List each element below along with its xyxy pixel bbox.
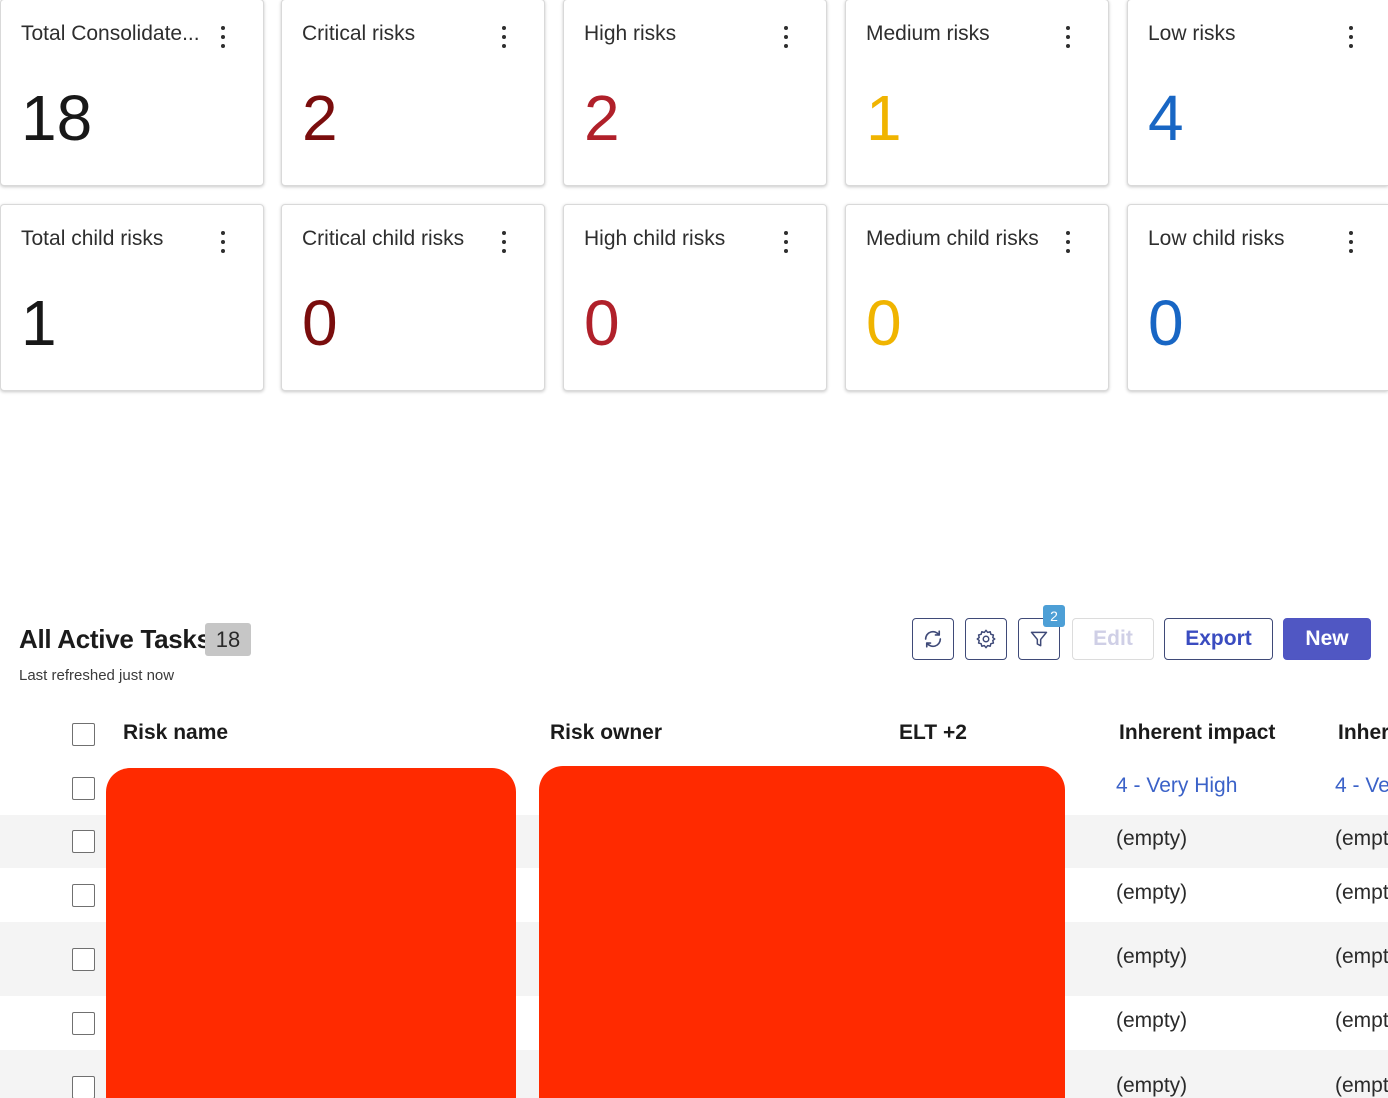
inherent-likelihood-value: (empt	[1335, 881, 1388, 904]
inherent-impact-value: (empty)	[1116, 1074, 1188, 1097]
more-vertical-icon[interactable]	[1341, 231, 1361, 253]
filter-icon	[1030, 631, 1048, 647]
table-row[interactable]: (empty) (empt	[0, 868, 1388, 922]
card-value: 0	[866, 287, 902, 359]
export-button[interactable]: Export	[1164, 618, 1273, 660]
card-value: 0	[1148, 287, 1184, 359]
inherent-impact-value: (empty)	[1116, 1009, 1188, 1032]
card-title: High child risks	[584, 227, 726, 250]
list-title: All Active Tasks	[19, 624, 211, 654]
inherent-likelihood-value: (empt	[1335, 1074, 1388, 1097]
inherent-likelihood-value: (empt	[1335, 827, 1388, 850]
inherent-impact-value[interactable]: 4 - Very High	[1116, 774, 1238, 797]
gear-icon	[976, 629, 996, 649]
more-vertical-icon[interactable]	[1058, 26, 1078, 48]
card-value: 4	[1148, 82, 1184, 154]
settings-button[interactable]	[965, 618, 1007, 660]
redacted-risk-names	[106, 768, 516, 1098]
more-vertical-icon[interactable]	[494, 26, 514, 48]
card-title: High risks	[584, 22, 677, 45]
column-header-inherent-likelihood[interactable]: Inhere	[1338, 721, 1388, 744]
refresh-icon	[924, 630, 942, 648]
refresh-button[interactable]	[912, 618, 954, 660]
redacted-owner-elt	[539, 766, 1065, 1098]
card-high-risks[interactable]: High risks 2	[563, 0, 827, 186]
inherent-likelihood-value: (empt	[1335, 1009, 1388, 1032]
column-header-risk-owner[interactable]: Risk owner	[550, 721, 663, 744]
card-value: 2	[302, 82, 338, 154]
more-vertical-icon[interactable]	[1058, 231, 1078, 253]
row-checkbox[interactable]	[72, 948, 95, 971]
card-title: Medium child risks	[866, 227, 1039, 250]
more-vertical-icon[interactable]	[1341, 26, 1361, 48]
card-value: 1	[866, 82, 902, 154]
card-value: 2	[584, 82, 620, 154]
card-medium-child-risks[interactable]: Medium child risks 0	[845, 204, 1109, 391]
table-row[interactable]: 4 - Very High 4 - Ve	[0, 762, 1388, 815]
select-all-checkbox[interactable]	[72, 723, 95, 746]
card-medium-risks[interactable]: Medium risks 1	[845, 0, 1109, 186]
card-critical-risks[interactable]: Critical risks 2	[281, 0, 545, 186]
column-header-risk-name[interactable]: Risk name	[123, 721, 229, 744]
table-row[interactable]: (empty) (empt	[0, 996, 1388, 1050]
column-header-inherent-impact[interactable]: Inherent impact	[1119, 721, 1276, 744]
card-total-child-risks[interactable]: Total child risks 1	[0, 204, 264, 391]
card-low-risks[interactable]: Low risks 4	[1127, 0, 1388, 186]
inherent-impact-value: (empty)	[1116, 827, 1188, 850]
card-low-child-risks[interactable]: Low child risks 0	[1127, 204, 1388, 391]
inherent-likelihood-value: (empt	[1335, 945, 1388, 968]
card-title: Total Consolidate...	[21, 22, 200, 45]
card-value: 0	[302, 287, 338, 359]
card-high-child-risks[interactable]: High child risks 0	[563, 204, 827, 391]
card-title: Low child risks	[1148, 227, 1285, 250]
card-title: Critical child risks	[302, 227, 465, 250]
card-value: 0	[584, 287, 620, 359]
inherent-likelihood-value[interactable]: 4 - Ve	[1335, 774, 1388, 797]
row-checkbox[interactable]	[72, 777, 95, 800]
more-vertical-icon[interactable]	[213, 231, 233, 253]
row-checkbox[interactable]	[72, 830, 95, 853]
card-critical-child-risks[interactable]: Critical child risks 0	[281, 204, 545, 391]
card-title: Total child risks	[21, 227, 164, 250]
card-title: Low risks	[1148, 22, 1236, 45]
card-value: 1	[21, 287, 57, 359]
column-header-elt[interactable]: ELT +2	[899, 721, 967, 744]
row-checkbox[interactable]	[72, 1076, 95, 1098]
card-title: Medium risks	[866, 22, 990, 45]
row-checkbox[interactable]	[72, 1012, 95, 1035]
edit-button[interactable]: Edit	[1072, 618, 1154, 660]
inherent-impact-value: (empty)	[1116, 945, 1188, 968]
more-vertical-icon[interactable]	[776, 26, 796, 48]
filter-count-badge: 2	[1043, 605, 1065, 627]
card-value: 18	[21, 82, 93, 154]
new-button[interactable]: New	[1283, 618, 1371, 660]
card-title: Critical risks	[302, 22, 416, 45]
inherent-impact-value: (empty)	[1116, 881, 1188, 904]
row-checkbox[interactable]	[72, 884, 95, 907]
more-vertical-icon[interactable]	[213, 26, 233, 48]
record-count-badge: 18	[205, 623, 251, 656]
card-total-consolidated[interactable]: Total Consolidate... 18	[0, 0, 264, 186]
more-vertical-icon[interactable]	[776, 231, 796, 253]
more-vertical-icon[interactable]	[494, 231, 514, 253]
last-refreshed-text: Last refreshed just now	[19, 667, 175, 684]
